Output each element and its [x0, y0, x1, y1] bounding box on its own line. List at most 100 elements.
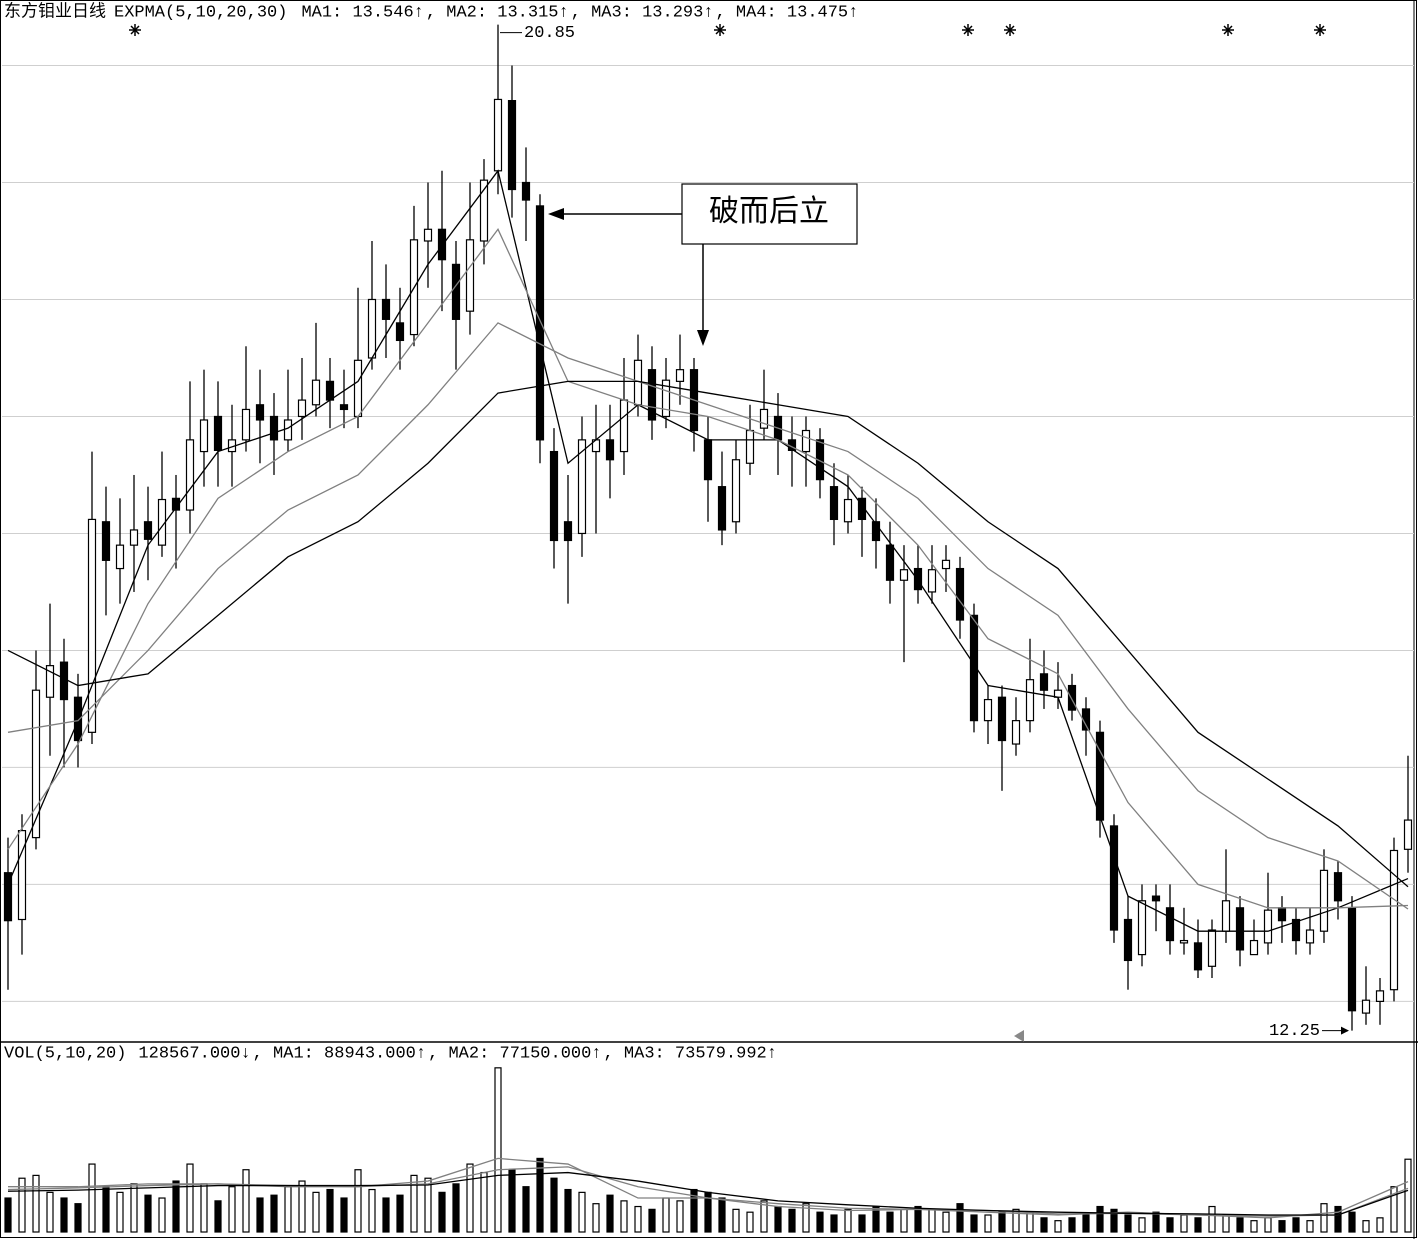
ema-line [7, 1171, 1409, 1216]
candle-body [941, 559, 951, 570]
header-text: , MA4: 13.475↑ [716, 3, 859, 22]
arrow-head [548, 208, 564, 220]
signal-marker [129, 24, 141, 36]
candle-body [311, 379, 321, 406]
arrow-head [697, 330, 709, 346]
candle-body [73, 696, 83, 742]
volume-bar [1292, 1217, 1300, 1233]
volume-bar [718, 1197, 726, 1233]
candle-body [269, 415, 279, 441]
volume-bar [130, 1183, 138, 1233]
volume-bar [312, 1191, 320, 1233]
volume-bar [816, 1211, 824, 1233]
candle-body [17, 829, 27, 921]
candle-body [885, 544, 895, 581]
volume-bar [200, 1183, 208, 1233]
candle-body [829, 486, 839, 521]
candle-body [955, 567, 965, 621]
ema-line [7, 228, 1409, 909]
candle-body [437, 228, 447, 261]
volume-bar [1180, 1214, 1188, 1233]
candle-body [1025, 679, 1035, 722]
volume-bar [1194, 1217, 1202, 1233]
volume-bar [270, 1194, 278, 1233]
volume-bar [298, 1180, 306, 1233]
candle-body [1291, 918, 1301, 942]
candle-body [983, 698, 993, 722]
candle-body [703, 439, 713, 481]
candle-body [843, 498, 853, 523]
candle-body [1235, 907, 1245, 951]
volume-bar [326, 1188, 334, 1233]
volume-bar [536, 1157, 544, 1233]
volume-bar [410, 1174, 418, 1233]
volume-bar [928, 1208, 936, 1233]
candle-body [1151, 895, 1161, 902]
signal-stroke [130, 25, 140, 35]
candle-body [1011, 720, 1021, 745]
volume-bar [284, 1186, 292, 1233]
candle-body [353, 359, 363, 418]
volume-bar [4, 1197, 12, 1233]
volume-bar [158, 1197, 166, 1233]
candle-body [507, 100, 517, 191]
candle-body [451, 263, 461, 320]
volume-bar [1068, 1217, 1076, 1233]
signal-stroke [1005, 25, 1015, 35]
candle-body [1123, 918, 1133, 962]
volume-bar [1320, 1203, 1328, 1233]
signal-marker [714, 24, 726, 36]
candle-body [857, 497, 867, 521]
candle-body [493, 98, 503, 172]
volume-bar [620, 1200, 628, 1233]
signal-marker [1222, 24, 1234, 36]
volume-bar [242, 1169, 250, 1233]
candle-body [87, 518, 97, 733]
volume-bar [144, 1194, 152, 1233]
volume-bar [998, 1211, 1006, 1233]
signal-marker [1004, 24, 1016, 36]
volume-bar [648, 1208, 656, 1233]
candle-body [1095, 731, 1105, 821]
candle-body [1263, 909, 1273, 944]
volume-bar [186, 1163, 194, 1233]
header-text: , MA3: 73579.992↑ [604, 1044, 777, 1063]
candle-body [3, 872, 13, 922]
candle-body [283, 419, 293, 441]
volume-bar [1348, 1211, 1356, 1233]
volume-bar [942, 1211, 950, 1233]
candle-body [1333, 872, 1343, 902]
candle-body [731, 459, 741, 523]
candle-body [1319, 869, 1329, 932]
candle-body [395, 322, 405, 342]
volume-bar [522, 1186, 530, 1233]
volume-bar [1166, 1217, 1174, 1233]
candle-body [1305, 929, 1315, 944]
volume-bar [676, 1200, 684, 1233]
candle-body [997, 696, 1007, 742]
candle-body [101, 521, 111, 561]
candle-body [1221, 900, 1231, 932]
candle-body [1137, 900, 1147, 956]
candle-body [1389, 849, 1399, 991]
candle-body [745, 429, 755, 464]
volume-bar [634, 1205, 642, 1233]
candles [3, 24, 1413, 1031]
candle-body [549, 450, 559, 542]
candle-body [325, 380, 335, 401]
volume-bar [116, 1191, 124, 1233]
volume-bar [1376, 1217, 1384, 1233]
candle-body [927, 569, 937, 593]
candle-body [605, 439, 615, 461]
candle-body [1249, 939, 1259, 956]
volume-bar [1404, 1158, 1412, 1233]
volume-bar [102, 1186, 110, 1233]
volume-bar [1026, 1211, 1034, 1233]
volume-bar [1278, 1220, 1286, 1233]
volume-bar [1264, 1217, 1272, 1233]
candle-body [675, 369, 685, 382]
ema-line [7, 380, 1409, 888]
candle-body [367, 298, 377, 359]
ema-lines [7, 169, 1409, 1219]
volume-bar [844, 1208, 852, 1233]
